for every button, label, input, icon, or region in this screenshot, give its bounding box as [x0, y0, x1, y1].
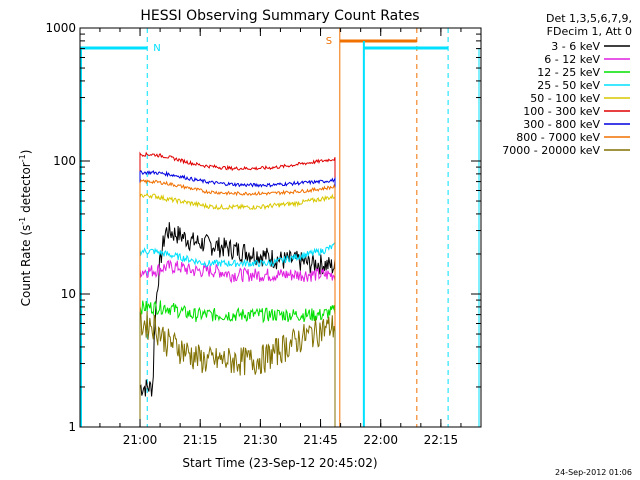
- series-line-7: [139, 179, 336, 427]
- chart-title: HESSI Observing Summary Count Rates: [140, 8, 419, 24]
- legend-header-line1: Det 1,3,5,6,7,9,: [546, 12, 632, 25]
- legend-entry-7: 800 - 7000 keV: [516, 131, 600, 144]
- legend-header-line2: FDecim 1, Att 0: [547, 25, 632, 38]
- y-tick-label-3: 1000: [45, 21, 76, 35]
- y-axis-label: Count Rate (s-1 detector-1): [18, 150, 33, 307]
- series-line-4: [139, 192, 336, 427]
- series-line-2: [139, 300, 336, 427]
- y-tick-label-1: 10: [61, 287, 76, 301]
- legend-entry-4: 50 - 100 keV: [530, 92, 600, 105]
- series-line-8: [139, 310, 336, 427]
- legend-entry-8: 7000 - 20000 keV: [502, 144, 600, 157]
- timestamp: 24-Sep-2012 01:06: [555, 468, 632, 477]
- x-tick-label-0: 21:00: [123, 433, 158, 447]
- legend-entry-0: 3 - 6 keV: [551, 40, 600, 53]
- x-axis-label: Start Time (23-Sep-12 20:45:02): [182, 456, 377, 470]
- legend: Det 1,3,5,6,7,9, FDecim 1, Att 0 3 - 6 k…: [502, 12, 632, 157]
- y-axis-label-mid: detector: [19, 162, 33, 217]
- legend-entry-2: 12 - 25 keV: [537, 66, 600, 79]
- x-tick-label-4: 22:00: [363, 433, 398, 447]
- y-axis-label-sup1: -1: [18, 217, 27, 225]
- legend-entry-3: 25 - 50 keV: [537, 79, 600, 92]
- legend-entry-1: 6 - 12 keV: [544, 53, 600, 66]
- x-tick-label-3: 21:45: [303, 433, 338, 447]
- annotation-s: S: [326, 36, 332, 47]
- series-line-3: [139, 241, 336, 427]
- y-tick-label-0: 1: [68, 420, 76, 434]
- series-line-1: [139, 259, 336, 427]
- x-tick-label-2: 21:30: [243, 433, 278, 447]
- axis-layer: 21:00 21:15 21:30 21:45 22:00 22:15 1 10 100 1000: [45, 21, 481, 447]
- legend-entry-5: 100 - 300 keV: [523, 105, 600, 118]
- series-line-5: [139, 151, 336, 427]
- annotation-n: N: [153, 43, 160, 54]
- y-axis-label-sup2: -1: [18, 154, 27, 162]
- x-tick-label-5: 22:15: [424, 433, 459, 447]
- x-tick-label-1: 21:15: [183, 433, 218, 447]
- y-axis-label-main: Count Rate (s: [19, 225, 33, 307]
- y-axis-label-end: ): [19, 150, 33, 155]
- series-line-6: [139, 169, 336, 427]
- legend-entry-6: 300 - 800 keV: [523, 118, 600, 131]
- y-tick-label-2: 100: [53, 154, 76, 168]
